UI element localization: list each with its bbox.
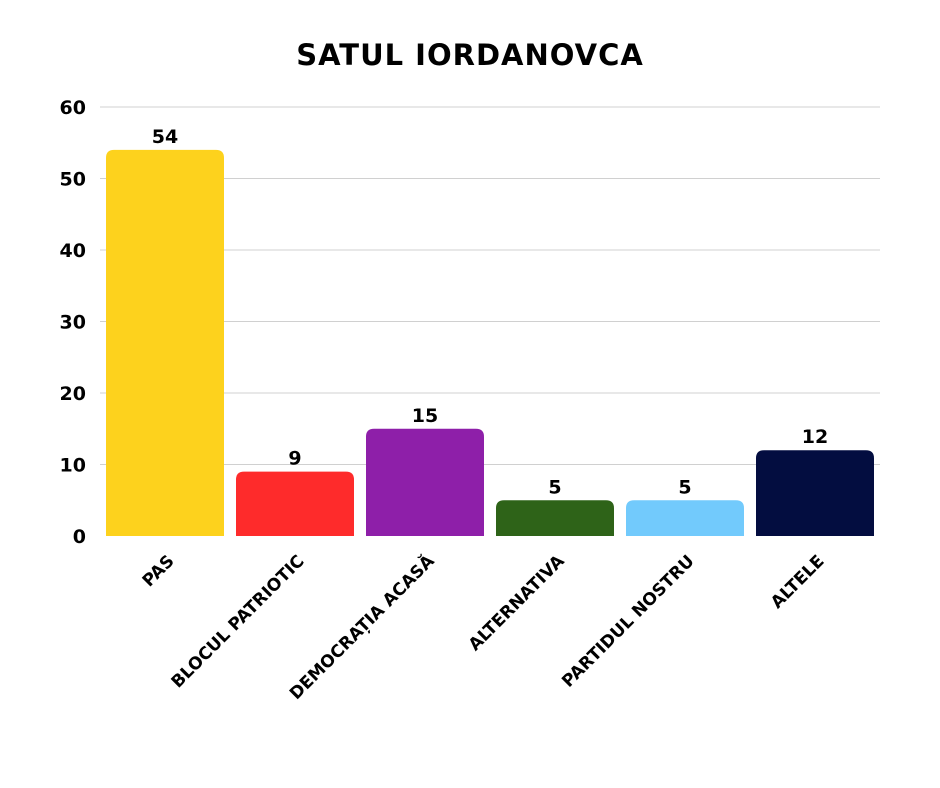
data-label: 5 <box>548 476 561 498</box>
bar-2 <box>366 428 484 536</box>
y-tick-label: 30 <box>60 312 86 334</box>
data-label: 54 <box>152 126 178 148</box>
bar-4 <box>626 500 744 536</box>
y-tick-label: 0 <box>73 526 86 548</box>
gridlines <box>100 106 880 465</box>
category-label: DEMOCRAȚIA ACASĂ <box>285 549 440 704</box>
data-label: 12 <box>802 426 828 448</box>
category-label: ALTELE <box>767 551 828 612</box>
bar-3 <box>496 500 614 536</box>
data-label: 15 <box>412 405 438 427</box>
data-label: 5 <box>678 476 691 498</box>
bar-0 <box>106 149 224 536</box>
y-axis-ticks: 0 10 20 30 40 50 60 <box>60 97 86 548</box>
category-label: PARTIDUL NOSTRU <box>558 551 698 691</box>
chart-title: SATUL IORDANOVCA <box>296 38 644 72</box>
bar-1 <box>236 471 354 536</box>
data-label: 9 <box>288 448 301 470</box>
bar-5 <box>756 450 874 536</box>
category-label: ALTERNATIVA <box>465 551 569 655</box>
y-tick-label: 60 <box>60 97 86 119</box>
category-label: BLOCUL PATRIOTIC <box>168 551 309 692</box>
category-label: PAS <box>139 551 179 591</box>
y-tick-label: 50 <box>60 169 86 191</box>
y-tick-label: 10 <box>60 455 86 477</box>
bars <box>106 149 874 536</box>
y-tick-label: 40 <box>60 240 86 262</box>
data-labels: 54 9 15 5 5 12 <box>152 126 828 498</box>
y-tick-label: 20 <box>60 383 86 405</box>
